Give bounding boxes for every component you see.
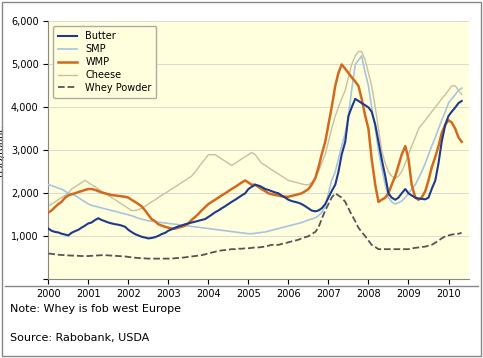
SMP	[245, 232, 251, 236]
Text: Source: Rabobank, USDA: Source: Rabobank, USDA	[10, 333, 149, 343]
Whey Powder	[409, 246, 414, 251]
SMP	[409, 187, 414, 191]
Whey Powder	[306, 234, 312, 238]
Line: Whey Powder: Whey Powder	[48, 193, 462, 258]
SMP	[359, 54, 365, 58]
WMP	[45, 211, 51, 215]
Butter	[45, 226, 51, 231]
Line: WMP: WMP	[48, 64, 462, 228]
Cheese	[409, 144, 414, 148]
Cheese	[128, 208, 134, 213]
SMP	[459, 86, 465, 90]
SMP	[152, 219, 158, 224]
WMP	[409, 183, 414, 187]
Cheese	[306, 183, 312, 187]
WMP	[152, 219, 158, 223]
Butter	[145, 236, 151, 241]
Legend: Butter, SMP, WMP, Cheese, Whey Powder: Butter, SMP, WMP, Cheese, Whey Powder	[53, 26, 156, 98]
Cheese	[145, 202, 151, 206]
WMP	[169, 226, 174, 231]
Butter	[142, 236, 148, 240]
Whey Powder	[45, 251, 51, 256]
Butter	[439, 140, 444, 144]
WMP	[439, 131, 444, 135]
Butter	[409, 193, 414, 198]
Line: Butter: Butter	[48, 99, 462, 238]
Whey Powder	[145, 256, 151, 261]
Butter	[306, 206, 312, 211]
Whey Powder	[439, 236, 444, 241]
Cheese	[156, 195, 161, 200]
WMP	[339, 62, 344, 67]
Whey Powder	[459, 231, 465, 235]
SMP	[306, 218, 312, 222]
WMP	[459, 140, 465, 144]
WMP	[399, 153, 405, 157]
Cheese	[45, 204, 51, 208]
WMP	[306, 187, 312, 191]
Y-axis label: USD/tonne: USD/tonne	[0, 124, 5, 176]
SMP	[399, 199, 405, 203]
SMP	[439, 118, 444, 122]
Whey Powder	[142, 256, 148, 261]
Whey Powder	[156, 256, 161, 261]
Whey Powder	[332, 191, 338, 195]
Butter	[156, 234, 161, 238]
SMP	[45, 183, 51, 187]
Whey Powder	[399, 247, 405, 251]
Cheese	[439, 97, 444, 101]
Text: Note: Whey is fob west Europe: Note: Whey is fob west Europe	[10, 304, 181, 314]
Cheese	[459, 92, 465, 97]
Butter	[399, 191, 405, 195]
Line: Cheese: Cheese	[48, 52, 462, 211]
Line: SMP: SMP	[48, 56, 462, 234]
Butter	[353, 97, 358, 101]
Cheese	[399, 170, 405, 174]
WMP	[142, 208, 148, 213]
SMP	[142, 218, 148, 222]
Butter	[459, 99, 465, 103]
Cheese	[355, 49, 361, 54]
